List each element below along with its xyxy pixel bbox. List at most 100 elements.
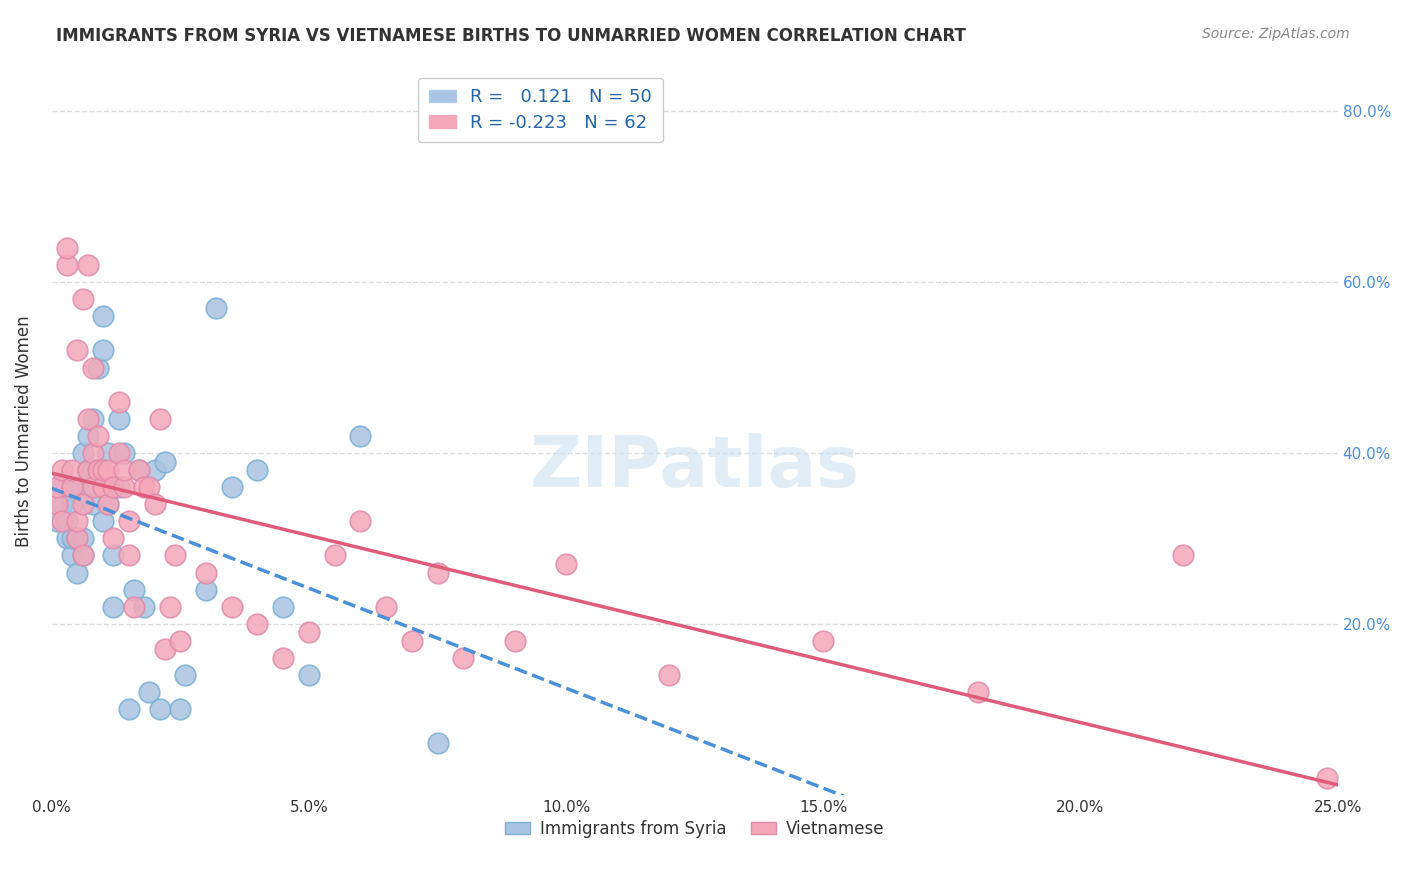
Point xyxy=(72,292,94,306)
Point xyxy=(66,514,89,528)
Point xyxy=(138,480,160,494)
Point xyxy=(87,429,110,443)
Point xyxy=(349,514,371,528)
Point xyxy=(169,634,191,648)
Point xyxy=(66,532,89,546)
Point xyxy=(451,651,474,665)
Point xyxy=(97,497,120,511)
Point xyxy=(298,625,321,640)
Point xyxy=(134,480,156,494)
Point xyxy=(76,480,98,494)
Point xyxy=(66,532,89,546)
Point xyxy=(153,642,176,657)
Point xyxy=(426,566,449,580)
Point xyxy=(159,599,181,614)
Point xyxy=(56,532,79,546)
Point xyxy=(1173,549,1195,563)
Point xyxy=(271,599,294,614)
Point xyxy=(60,532,83,546)
Point xyxy=(76,258,98,272)
Y-axis label: Births to Unmarried Women: Births to Unmarried Women xyxy=(15,316,32,548)
Point xyxy=(143,497,166,511)
Point xyxy=(246,463,269,477)
Point xyxy=(82,480,104,494)
Point xyxy=(298,668,321,682)
Point xyxy=(323,549,346,563)
Point xyxy=(82,412,104,426)
Point xyxy=(153,454,176,468)
Point xyxy=(60,497,83,511)
Point xyxy=(271,651,294,665)
Point xyxy=(82,463,104,477)
Point xyxy=(97,446,120,460)
Point xyxy=(165,549,187,563)
Point xyxy=(118,514,141,528)
Text: Source: ZipAtlas.com: Source: ZipAtlas.com xyxy=(1202,27,1350,41)
Point xyxy=(375,599,398,614)
Point xyxy=(128,463,150,477)
Point xyxy=(112,480,135,494)
Point xyxy=(72,446,94,460)
Point xyxy=(221,480,243,494)
Point xyxy=(91,514,114,528)
Point xyxy=(51,497,73,511)
Point xyxy=(221,599,243,614)
Point xyxy=(51,463,73,477)
Point xyxy=(107,446,129,460)
Point xyxy=(91,343,114,358)
Point xyxy=(1316,771,1339,785)
Point xyxy=(103,480,125,494)
Point xyxy=(82,497,104,511)
Point xyxy=(138,685,160,699)
Text: ZIPatlas: ZIPatlas xyxy=(530,434,859,502)
Legend: Immigrants from Syria, Vietnamese: Immigrants from Syria, Vietnamese xyxy=(498,814,891,845)
Point xyxy=(45,497,67,511)
Text: IMMIGRANTS FROM SYRIA VS VIETNAMESE BIRTHS TO UNMARRIED WOMEN CORRELATION CHART: IMMIGRANTS FROM SYRIA VS VIETNAMESE BIRT… xyxy=(56,27,966,45)
Point xyxy=(87,463,110,477)
Point xyxy=(169,702,191,716)
Point xyxy=(143,463,166,477)
Point xyxy=(66,343,89,358)
Point xyxy=(72,532,94,546)
Point xyxy=(60,549,83,563)
Point xyxy=(426,736,449,750)
Point xyxy=(122,599,145,614)
Point xyxy=(72,497,94,511)
Point xyxy=(56,241,79,255)
Point xyxy=(118,702,141,716)
Point xyxy=(205,301,228,315)
Point xyxy=(91,480,114,494)
Point xyxy=(87,463,110,477)
Point xyxy=(107,412,129,426)
Point xyxy=(60,480,83,494)
Point xyxy=(503,634,526,648)
Point xyxy=(103,532,125,546)
Point xyxy=(72,549,94,563)
Point xyxy=(76,463,98,477)
Point xyxy=(66,480,89,494)
Point xyxy=(60,463,83,477)
Point xyxy=(658,668,681,682)
Point xyxy=(107,394,129,409)
Point xyxy=(45,514,67,528)
Point xyxy=(56,514,79,528)
Point xyxy=(97,463,120,477)
Point xyxy=(195,566,218,580)
Point xyxy=(149,702,172,716)
Point xyxy=(813,634,835,648)
Point xyxy=(195,582,218,597)
Point xyxy=(72,549,94,563)
Point xyxy=(103,549,125,563)
Point xyxy=(112,446,135,460)
Point xyxy=(76,463,98,477)
Point xyxy=(103,599,125,614)
Point xyxy=(51,480,73,494)
Point xyxy=(76,429,98,443)
Point xyxy=(56,258,79,272)
Point xyxy=(174,668,197,682)
Point xyxy=(82,360,104,375)
Point xyxy=(555,557,578,571)
Point xyxy=(91,463,114,477)
Point xyxy=(76,412,98,426)
Point xyxy=(349,429,371,443)
